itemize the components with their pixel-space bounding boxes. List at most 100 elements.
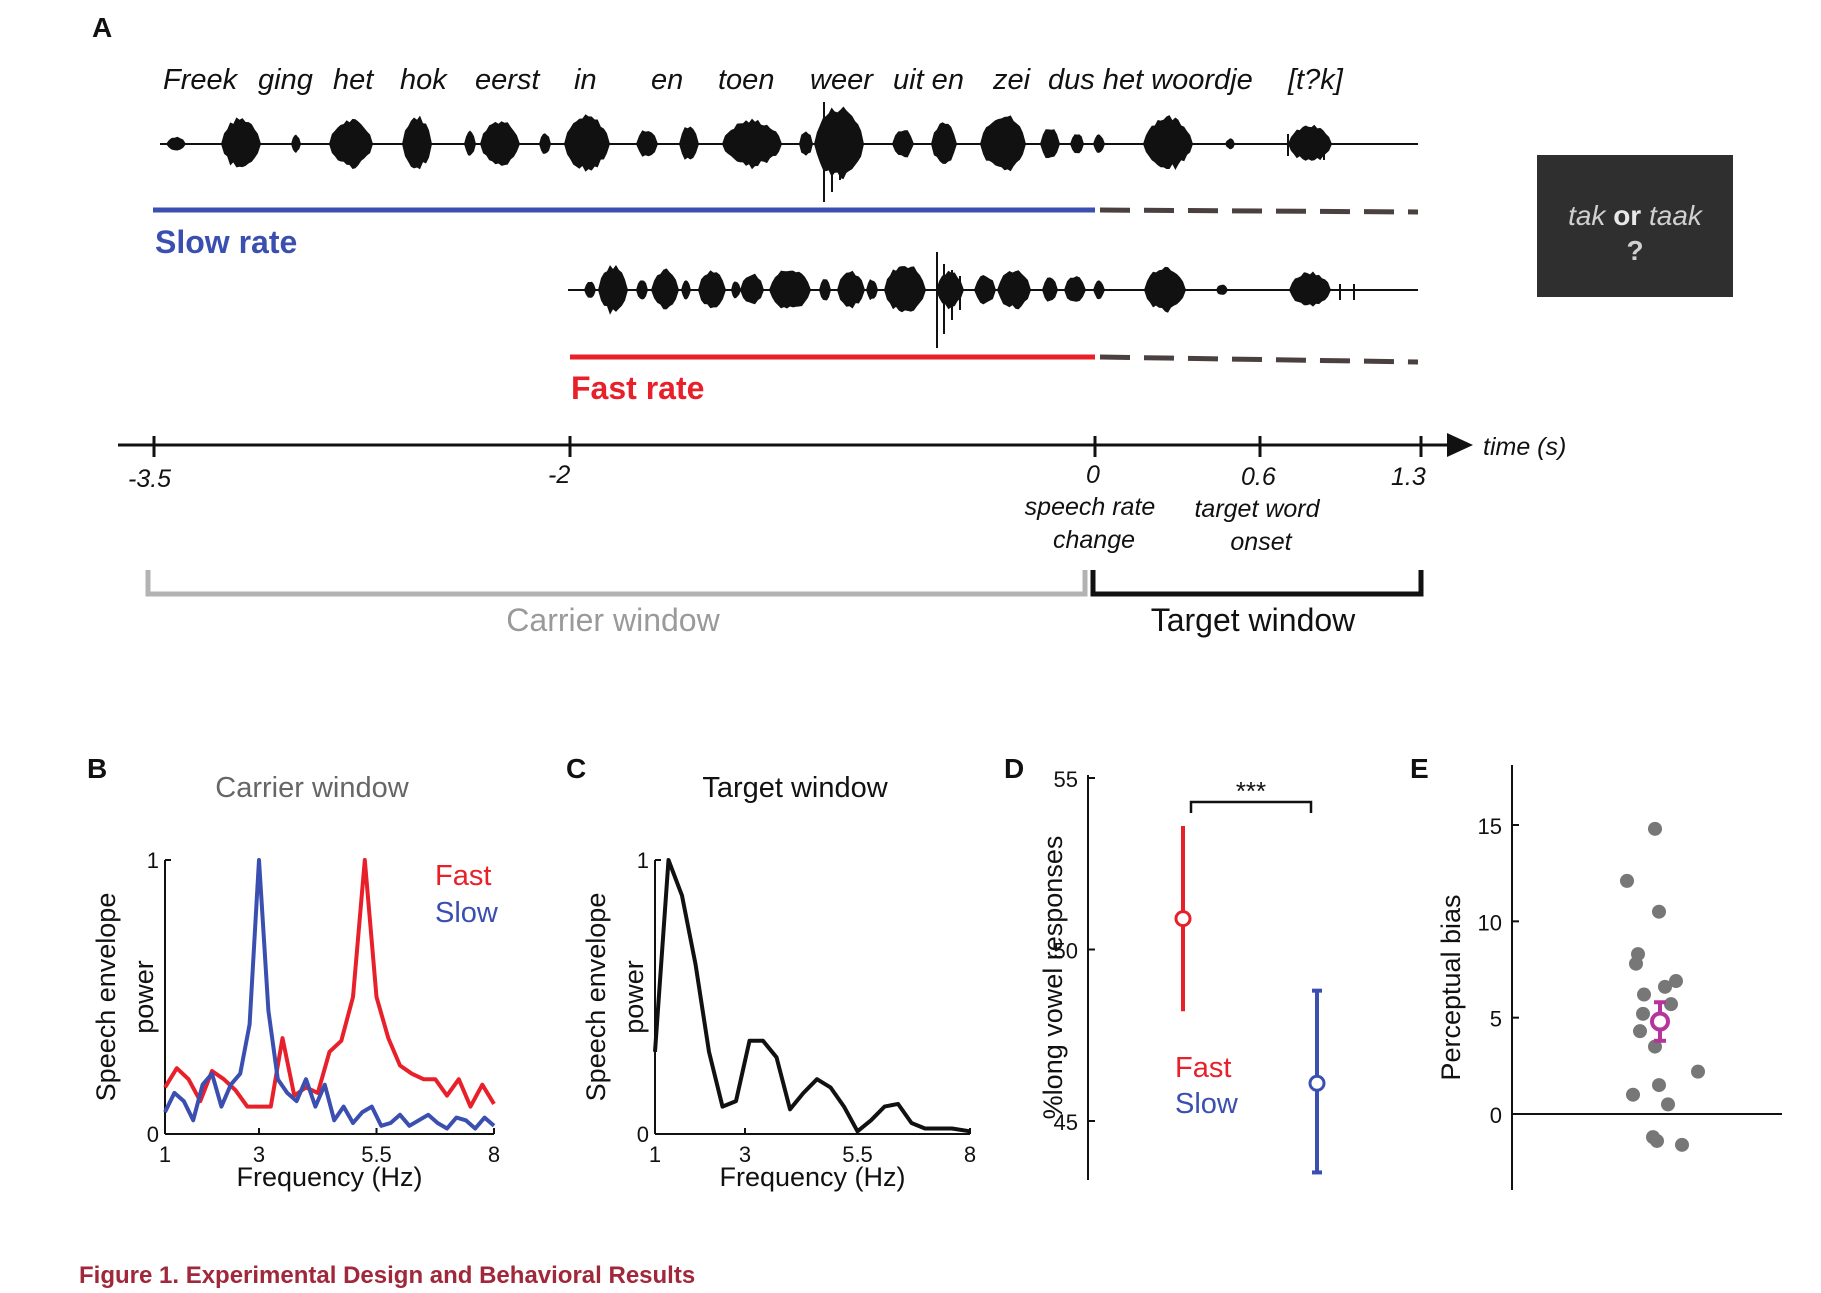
slow-rate-dashed bbox=[1099, 207, 1419, 215]
panel-letter-e: E bbox=[1410, 753, 1429, 784]
carrier-window-bracket bbox=[145, 570, 1088, 597]
speech-rate-change-l1: speech rate bbox=[1025, 493, 1156, 521]
sentence-word: eerst bbox=[475, 64, 541, 96]
target-word-onset-l2: onset bbox=[1230, 528, 1292, 556]
data-point bbox=[1691, 1064, 1705, 1079]
data-point bbox=[1664, 997, 1678, 1012]
y-axis-label: Speech envelope power bbox=[91, 893, 159, 1102]
target-window-label: Target window bbox=[1151, 602, 1356, 638]
y-tick-label: 15 bbox=[1478, 814, 1502, 839]
tick-label-neg2: -2 bbox=[548, 461, 570, 489]
significance-bracket bbox=[1189, 800, 1313, 813]
speech-rate-change-l2: change bbox=[1053, 526, 1135, 554]
x-tick-label: 3 bbox=[739, 1142, 751, 1167]
x-axis-label: Frequency (Hz) bbox=[236, 1162, 422, 1192]
series-line-power bbox=[653, 858, 971, 1134]
data-point bbox=[1629, 956, 1643, 971]
figure-caption: Figure 1. Experimental Design and Behavi… bbox=[79, 1262, 696, 1289]
data-point bbox=[1626, 1087, 1640, 1102]
slow-rate-label: Slow rate bbox=[155, 224, 297, 260]
mean-point-slow bbox=[1308, 1074, 1326, 1092]
response-box: tak or taak ? bbox=[1537, 155, 1733, 297]
y-axis-label: Perceptual bias bbox=[1436, 894, 1466, 1080]
y-axis-label: %long vowel responses bbox=[1038, 836, 1068, 1120]
sentence-word: weer bbox=[810, 64, 874, 96]
data-point bbox=[1650, 1133, 1664, 1148]
waveform-slow bbox=[160, 102, 1418, 202]
y-tick-label: 1 bbox=[147, 848, 159, 873]
target-word-onset-l1: target word bbox=[1194, 495, 1320, 523]
legend-b-fast: Fast bbox=[435, 860, 491, 892]
x-tick-label: 8 bbox=[964, 1142, 976, 1167]
fast-rate-dashed bbox=[1099, 354, 1419, 365]
sentence-word: uit en bbox=[893, 64, 964, 96]
data-point bbox=[1620, 873, 1634, 888]
x-tick-label: 8 bbox=[488, 1142, 500, 1167]
y-tick-label: 0 bbox=[637, 1122, 649, 1147]
significance-stars: *** bbox=[1236, 776, 1266, 806]
y-tick-label: 45 bbox=[1054, 1110, 1078, 1135]
y-tick-label: 5 bbox=[1490, 1007, 1502, 1032]
y-tick-label: 55 bbox=[1054, 767, 1078, 792]
x-tick-label: 5.5 bbox=[842, 1142, 873, 1167]
y-axis-label: Speech envelope power bbox=[581, 893, 649, 1102]
fast-rate-label: Fast rate bbox=[571, 370, 704, 406]
data-point bbox=[1636, 1006, 1650, 1021]
mean-point bbox=[1650, 1011, 1670, 1032]
y-tick-label: 0 bbox=[147, 1122, 159, 1147]
option-or: or bbox=[1613, 200, 1642, 231]
sentence-words: Freek ging het hok eerst in en toen weer uit en ze… bbox=[163, 64, 1344, 96]
arrow-icon bbox=[1447, 433, 1473, 457]
panel-letter-d: D bbox=[1004, 753, 1024, 784]
legend-b-slow: Slow bbox=[435, 897, 499, 929]
x-tick-label: 5.5 bbox=[361, 1142, 392, 1167]
data-point bbox=[1652, 1078, 1666, 1093]
sentence-word: dus het woordje bbox=[1048, 64, 1253, 96]
sentence-word: zei bbox=[992, 64, 1032, 96]
legend-d-slow: Slow bbox=[1175, 1088, 1239, 1120]
carrier-window-label: Carrier window bbox=[506, 602, 720, 638]
y-tick-label: 10 bbox=[1478, 910, 1502, 935]
panel-letter-c: C bbox=[566, 753, 586, 784]
legend-d-fast: Fast bbox=[1175, 1052, 1231, 1084]
tick-label-neg3_5: -3.5 bbox=[128, 465, 171, 493]
data-point bbox=[1669, 974, 1683, 989]
data-point bbox=[1675, 1137, 1689, 1152]
tick-label-1_3: 1.3 bbox=[1391, 463, 1426, 491]
option-tak: tak bbox=[1568, 200, 1606, 231]
panel-letter-b: B bbox=[87, 753, 107, 784]
x-axis-label: Frequency (Hz) bbox=[719, 1162, 905, 1192]
sentence-word: en bbox=[651, 64, 683, 96]
mean-point-fast bbox=[1174, 910, 1192, 928]
tick-label-0_6: 0.6 bbox=[1241, 463, 1276, 491]
sentence-word: het bbox=[333, 64, 375, 96]
option-taak: taak bbox=[1648, 200, 1702, 231]
y-tick-label: 0 bbox=[1490, 1103, 1502, 1128]
y-tick-label: 1 bbox=[637, 848, 649, 873]
data-point bbox=[1633, 1024, 1647, 1039]
response-box-question: tak or taak bbox=[1537, 200, 1733, 232]
chart-e: 0 5 10 15 Perceptual bias bbox=[1436, 765, 1782, 1190]
chart-d: 45 50 55 %long vowel responses *** bbox=[1038, 767, 1326, 1180]
tick-label-0: 0 bbox=[1086, 461, 1100, 489]
sentence-word: hok bbox=[400, 64, 448, 96]
sentence-word: [t?k] bbox=[1287, 64, 1344, 96]
time-axis bbox=[118, 433, 1473, 457]
y-tick-label: 50 bbox=[1054, 939, 1078, 964]
panel-letter-a: A bbox=[92, 12, 112, 43]
sentence-word: Freek bbox=[163, 64, 239, 96]
x-tick-label: 1 bbox=[159, 1142, 171, 1167]
x-tick-label: 1 bbox=[649, 1142, 661, 1167]
target-window-bracket bbox=[1090, 570, 1424, 597]
sentence-word: ging bbox=[258, 64, 313, 96]
panel-b-title: Carrier window bbox=[215, 772, 409, 804]
series-line-fast bbox=[163, 858, 496, 1109]
time-axis-label: time (s) bbox=[1483, 433, 1566, 461]
response-box-mark: ? bbox=[1626, 235, 1644, 266]
data-point bbox=[1661, 1097, 1675, 1112]
data-point bbox=[1658, 979, 1672, 994]
sentence-word: in bbox=[574, 64, 597, 96]
data-point bbox=[1652, 904, 1666, 919]
